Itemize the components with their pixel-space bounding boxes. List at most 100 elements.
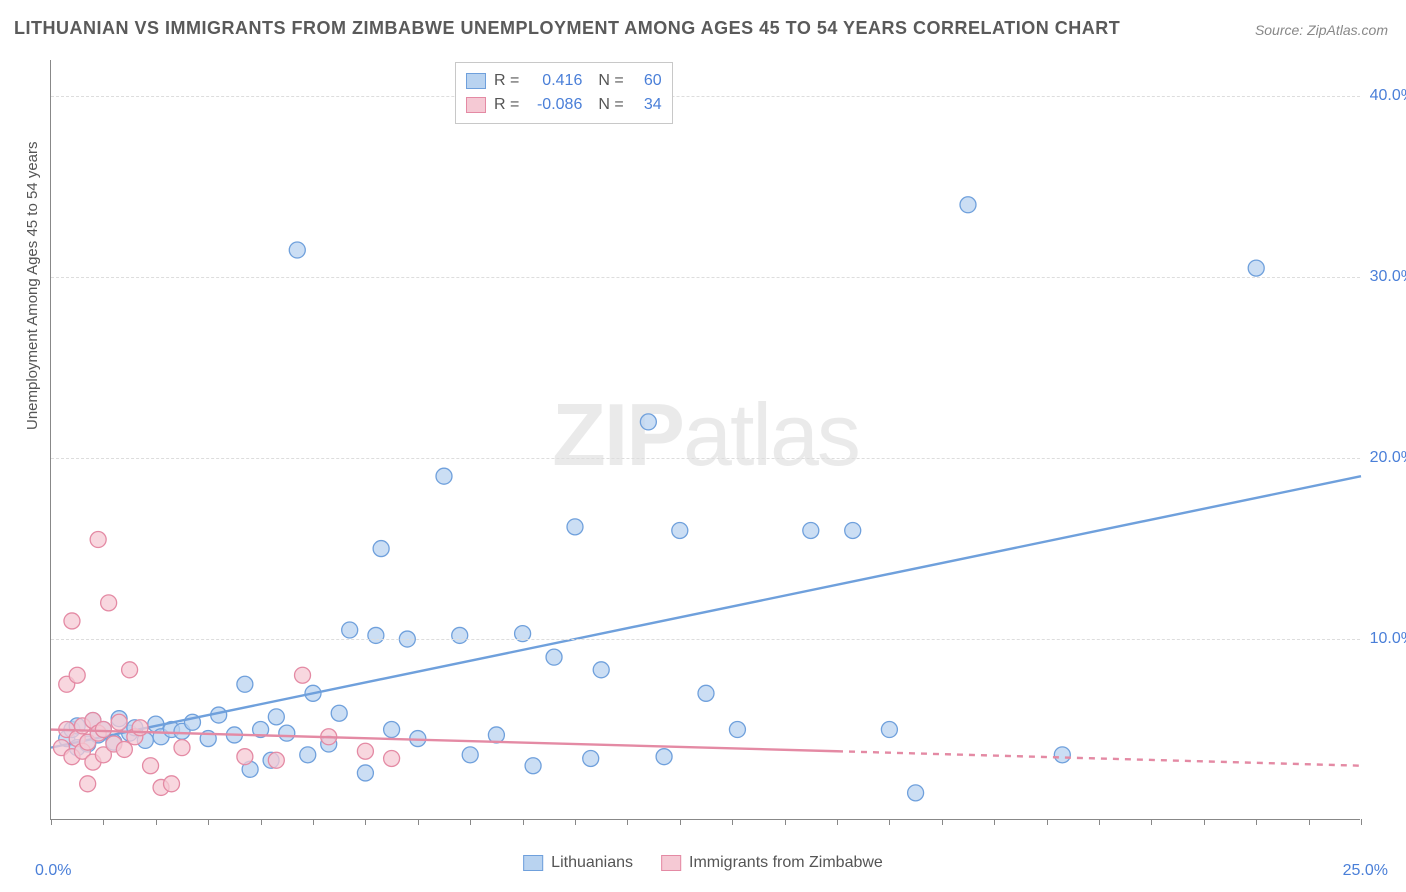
x-tick xyxy=(785,819,786,825)
scatter-point-lithuanians xyxy=(342,622,358,638)
gridline-h xyxy=(51,458,1360,459)
scatter-point-zimbabwe xyxy=(384,750,400,766)
trendline-lithuanians xyxy=(51,476,1361,747)
gridline-h xyxy=(51,96,1360,97)
x-tick xyxy=(365,819,366,825)
scatter-point-zimbabwe xyxy=(164,776,180,792)
legend-label: Lithuanians xyxy=(551,854,633,872)
scatter-point-zimbabwe xyxy=(357,743,373,759)
stats-r-label: R = xyxy=(494,93,519,117)
stats-r-label: R = xyxy=(494,69,519,93)
scatter-point-lithuanians xyxy=(300,747,316,763)
scatter-point-lithuanians xyxy=(384,722,400,738)
x-tick xyxy=(1099,819,1100,825)
stats-r-value: 0.416 xyxy=(527,69,582,93)
chart-title: LITHUANIAN VS IMMIGRANTS FROM ZIMBABWE U… xyxy=(14,18,1120,39)
stats-row-lithuanians: R = 0.416 N = 60 xyxy=(466,69,662,93)
scatter-point-lithuanians xyxy=(1054,747,1070,763)
y-tick-label: 10.0% xyxy=(1370,630,1406,648)
plot-svg xyxy=(51,60,1360,819)
legend-swatch-icon xyxy=(523,855,543,871)
scatter-point-zimbabwe xyxy=(69,667,85,683)
legend-swatch-icon xyxy=(466,73,486,89)
scatter-point-lithuanians xyxy=(960,197,976,213)
scatter-point-lithuanians xyxy=(373,541,389,557)
y-tick-label: 30.0% xyxy=(1370,268,1406,286)
x-tick xyxy=(680,819,681,825)
x-tick xyxy=(889,819,890,825)
legend-swatch-icon xyxy=(466,97,486,113)
scatter-point-lithuanians xyxy=(289,242,305,258)
scatter-point-lithuanians xyxy=(436,468,452,484)
x-tick xyxy=(51,819,52,825)
legend-label: Immigrants from Zimbabwe xyxy=(689,854,883,872)
legend-swatch-icon xyxy=(661,855,681,871)
y-axis-label: Unemployment Among Ages 45 to 54 years xyxy=(24,141,41,430)
x-tick xyxy=(627,819,628,825)
plot-area: ZIPatlas 10.0%20.0%30.0%40.0% xyxy=(50,60,1360,820)
x-tick xyxy=(523,819,524,825)
scatter-point-lithuanians xyxy=(525,758,541,774)
scatter-point-lithuanians xyxy=(656,749,672,765)
stats-n-value: 60 xyxy=(632,69,662,93)
scatter-point-lithuanians xyxy=(567,519,583,535)
x-tick xyxy=(942,819,943,825)
trendline-zimbabwe xyxy=(51,730,837,752)
stats-n-label: N = xyxy=(598,93,623,117)
x-tick xyxy=(994,819,995,825)
x-tick xyxy=(261,819,262,825)
scatter-point-zimbabwe xyxy=(174,740,190,756)
scatter-point-lithuanians xyxy=(546,649,562,665)
scatter-point-lithuanians xyxy=(881,722,897,738)
x-tick xyxy=(418,819,419,825)
scatter-point-lithuanians xyxy=(331,705,347,721)
x-tick xyxy=(1256,819,1257,825)
scatter-point-lithuanians xyxy=(698,685,714,701)
stats-legend: R = 0.416 N = 60 R = -0.086 N = 34 xyxy=(455,62,673,124)
scatter-point-lithuanians xyxy=(908,785,924,801)
scatter-point-lithuanians xyxy=(803,522,819,538)
scatter-point-zimbabwe xyxy=(122,662,138,678)
source-attribution: Source: ZipAtlas.com xyxy=(1255,22,1388,38)
gridline-h xyxy=(51,639,1360,640)
scatter-point-zimbabwe xyxy=(111,714,127,730)
x-tick xyxy=(1361,819,1362,825)
scatter-point-lithuanians xyxy=(462,747,478,763)
stats-row-zimbabwe: R = -0.086 N = 34 xyxy=(466,93,662,117)
x-tick xyxy=(103,819,104,825)
gridline-h xyxy=(51,277,1360,278)
scatter-point-lithuanians xyxy=(729,722,745,738)
scatter-point-lithuanians xyxy=(845,522,861,538)
scatter-point-lithuanians xyxy=(368,627,384,643)
scatter-point-lithuanians xyxy=(268,709,284,725)
y-tick-label: 20.0% xyxy=(1370,449,1406,467)
x-tick xyxy=(837,819,838,825)
scatter-point-zimbabwe xyxy=(101,595,117,611)
scatter-point-zimbabwe xyxy=(80,776,96,792)
scatter-point-zimbabwe xyxy=(90,532,106,548)
stats-n-label: N = xyxy=(598,69,623,93)
x-tick xyxy=(208,819,209,825)
x-axis-origin-label: 0.0% xyxy=(35,862,71,880)
scatter-point-lithuanians xyxy=(672,522,688,538)
x-tick xyxy=(1151,819,1152,825)
scatter-point-lithuanians xyxy=(357,765,373,781)
x-tick xyxy=(156,819,157,825)
series-legend: Lithuanians Immigrants from Zimbabwe xyxy=(523,854,883,872)
stats-n-value: 34 xyxy=(632,93,662,117)
scatter-point-lithuanians xyxy=(279,725,295,741)
x-axis-max-label: 25.0% xyxy=(1343,862,1388,880)
stats-r-value: -0.086 xyxy=(527,93,582,117)
legend-item-zimbabwe: Immigrants from Zimbabwe xyxy=(661,854,883,872)
scatter-point-lithuanians xyxy=(640,414,656,430)
legend-item-lithuanians: Lithuanians xyxy=(523,854,633,872)
x-tick xyxy=(732,819,733,825)
x-tick xyxy=(470,819,471,825)
scatter-point-lithuanians xyxy=(452,627,468,643)
scatter-point-zimbabwe xyxy=(143,758,159,774)
scatter-point-zimbabwe xyxy=(268,752,284,768)
scatter-point-zimbabwe xyxy=(64,613,80,629)
scatter-point-lithuanians xyxy=(593,662,609,678)
scatter-point-zimbabwe xyxy=(95,722,111,738)
x-tick xyxy=(575,819,576,825)
